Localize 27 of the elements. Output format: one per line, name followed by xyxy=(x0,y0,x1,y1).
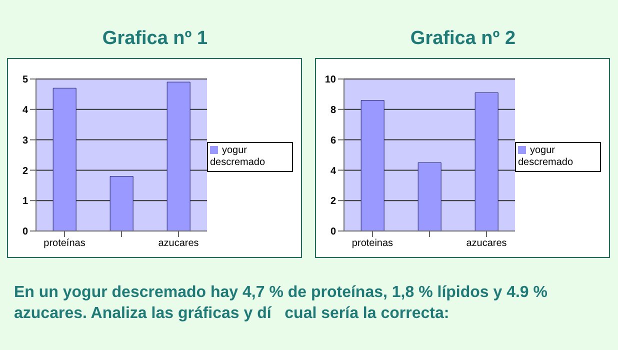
y-tick-label: 8 xyxy=(330,104,336,116)
bar xyxy=(474,92,498,231)
x-tick-label: azucares xyxy=(158,238,199,250)
chart-title: Grafica nº 1 xyxy=(101,28,209,51)
x-tick-label: proteínas xyxy=(44,238,86,250)
y-tick-label: 2 xyxy=(330,196,336,208)
bar xyxy=(418,162,442,231)
y-tick-label: 5 xyxy=(22,74,28,86)
y-tick-label: 3 xyxy=(22,135,28,146)
bar xyxy=(166,82,190,231)
y-tick-label: 0 xyxy=(22,226,28,238)
y-tick-label: 10 xyxy=(324,74,336,86)
legend-label: yogur descremado xyxy=(518,145,574,168)
y-tick-label: 4 xyxy=(330,166,336,177)
y-tick-label: 1 xyxy=(22,196,28,208)
text: En un yogur descremado hay 4,7 % de proteínas, 1,8 % lípidos y 4.9 % azucares. Analiza las gráficas y dí cual sería la correcta: xyxy=(14,283,548,324)
bar xyxy=(52,88,76,231)
y-tick-label: 0 xyxy=(330,226,336,238)
x-tick-label: proteinas xyxy=(352,238,394,250)
x-tick-label: azucares xyxy=(466,238,507,250)
y-tick-label: 2 xyxy=(22,166,28,177)
chart-title: Grafica nº 2 xyxy=(409,28,517,51)
legend-label: yogur descremado xyxy=(210,145,266,168)
bar xyxy=(110,176,134,231)
bar xyxy=(360,100,384,231)
y-tick-label: 6 xyxy=(330,135,336,146)
y-tick-label: 4 xyxy=(22,104,28,116)
